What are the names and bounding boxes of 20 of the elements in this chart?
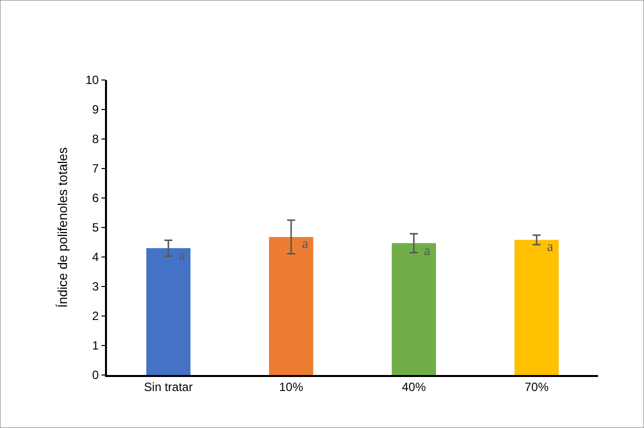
y-tick-label: 9: [92, 102, 100, 117]
annotation: a: [302, 237, 309, 252]
x-tick-label: 10%: [279, 380, 304, 394]
annotation: a: [547, 240, 554, 255]
x-tick-label: 40%: [402, 380, 426, 394]
y-tick-label: 8: [92, 132, 100, 146]
y-tick-label: 7: [92, 162, 100, 176]
y-tick-label: 6: [92, 191, 100, 206]
x-tick-label: Sin tratar: [144, 380, 193, 394]
y-tick-label: 3: [92, 280, 100, 294]
y-tick-label: 0: [92, 368, 100, 382]
y-tick-label: 10: [85, 73, 100, 88]
x-tick-label: 70%: [524, 380, 549, 394]
y-axis-title: Índice de polifenoles totales: [54, 146, 70, 308]
y-tick-label: 1: [92, 338, 100, 353]
y-tick-label: 5: [92, 220, 100, 235]
annotation: a: [179, 249, 186, 264]
annotation: a: [424, 244, 431, 259]
y-tick-label: 4: [92, 250, 100, 264]
y-tick-label: 2: [92, 309, 100, 324]
